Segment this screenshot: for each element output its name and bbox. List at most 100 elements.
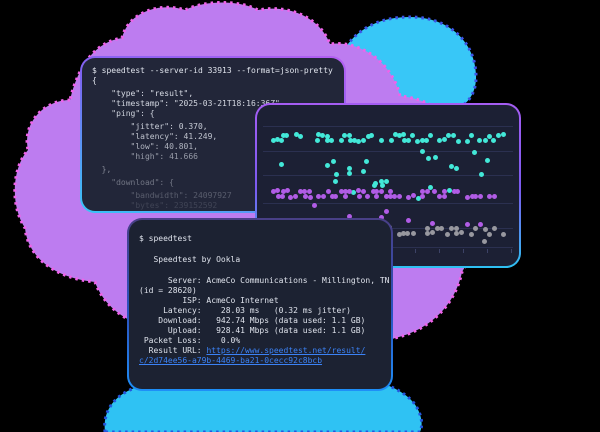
terminal-line: "bandwidth": 24097927 [92,191,336,201]
terminal-line: Packet Loss: 0.0% [139,336,387,346]
scatter-dot [459,230,465,236]
scatter-dot [469,133,475,139]
scatter-dot [338,138,344,144]
scatter-dot [388,138,394,143]
scatter-dot [333,194,339,200]
scatter-dot [320,193,326,199]
terminal-line: "ping": { [92,109,336,119]
scatter-dot [360,168,366,174]
scatter-dot [284,188,290,194]
scatter-dot [429,221,435,227]
scatter-dot [400,230,406,236]
scatter-dot [485,157,491,163]
terminal-line: Result URL: https://www.speedtest.net/re… [139,346,387,356]
terminal-text: $ speedtest [139,234,192,243]
scatter-dot [363,158,369,164]
axis-tick [463,249,464,253]
scatter-dot [468,231,474,237]
terminal-line: Download: 942.74 Mbps (data used: 1.1 GB… [139,316,387,326]
terminal-line: "bytes": 239152592 [92,201,336,211]
scatter-dot [316,132,322,138]
scatter-dot [410,230,416,236]
gridline [263,126,513,127]
scatter-dot [424,189,430,195]
scatter-dot [342,132,348,138]
scatter-dot [415,138,421,144]
scatter-dot [456,138,462,144]
terminal-text: Speedtest by Ookla [139,255,241,264]
scatter-dot [347,189,353,195]
result-url-link[interactable]: c/2d74ee56-a79b-4469-ba21-0cecc92c8bcb [139,356,323,365]
scatter-dot [425,226,431,232]
scatter-dot [319,133,325,139]
scatter-dot [492,193,498,199]
scatter-dot [388,188,394,194]
scatter-dot [365,133,371,139]
scatter-dot [373,189,379,194]
scatter-dot [419,137,425,143]
scatter-dot [388,194,394,200]
scatter-dot [477,138,483,144]
terminal-line: ISP: AcmeCo Internet [139,296,387,306]
scatter-dot [396,231,402,237]
scatter-dot [315,138,321,144]
scatter-dot [427,132,433,138]
scatter-dot [324,162,330,168]
scatter-dot [370,188,376,194]
scatter-dot [420,148,426,154]
scatter-dot [495,132,501,138]
scatter-dot [288,194,294,200]
scatter-dot [346,170,352,176]
scatter-dot [444,231,450,237]
terminal-text: "bytes": 239152592 [92,201,218,210]
terminal-line: $ speedtest --server-id 33913 --format=j… [92,66,336,76]
axis-tick [487,249,488,253]
terminal-line: "high": 41.666 [92,152,336,162]
terminal-line: Latency: 28.03 ms (0.32 ms jitter) [139,306,387,316]
scatter-dot [427,185,433,191]
scatter-dot [464,138,470,144]
scatter-dot [448,226,454,232]
scatter-dot [472,226,478,232]
scatter-dot [437,137,443,143]
scatter-dot [465,222,471,227]
scatter-dot [477,193,483,199]
scatter-dot [424,137,430,143]
scatter-dot [438,226,444,232]
scatter-dot [279,194,285,200]
scatter-dot [479,171,485,177]
scatter-dot [369,133,375,139]
scatter-dot [356,188,362,194]
scatter-dot [325,188,331,194]
scatter-dot [487,133,493,139]
scatter-dot [361,188,367,194]
scatter-dot [293,132,299,138]
scatter-dot [500,132,506,138]
scatter-dot [301,188,307,194]
scatter-dot [453,165,459,171]
scatter-dot [275,137,281,143]
scatter-dot [454,188,460,194]
scatter-dot [453,231,459,237]
scatter-dot [486,231,492,237]
gridline [263,175,513,176]
result-url-link[interactable]: https://www.speedtest.net/result/ [206,346,366,355]
terminal-text: "jitter": 0.370, [92,122,208,131]
terminal-text: Upload: 928.41 Mbps (data used: 1.1 GB) [139,326,366,335]
scatter-dot [437,193,443,199]
scatter-dot [280,132,286,138]
scatter-dot [346,133,352,139]
scatter-dot [469,193,475,199]
gridline [263,203,513,204]
scatter-dot [329,137,335,143]
terminal-text: "latency": 41.249, [92,132,218,141]
terminal-blank-line [139,265,387,276]
scatter-dot [471,149,477,155]
scatter-dot [307,188,313,194]
scatter-dot [401,138,407,144]
scatter-dot [430,230,436,236]
scatter-dot [302,194,308,200]
scatter-dot [271,137,277,143]
scatter-dot [491,225,497,231]
